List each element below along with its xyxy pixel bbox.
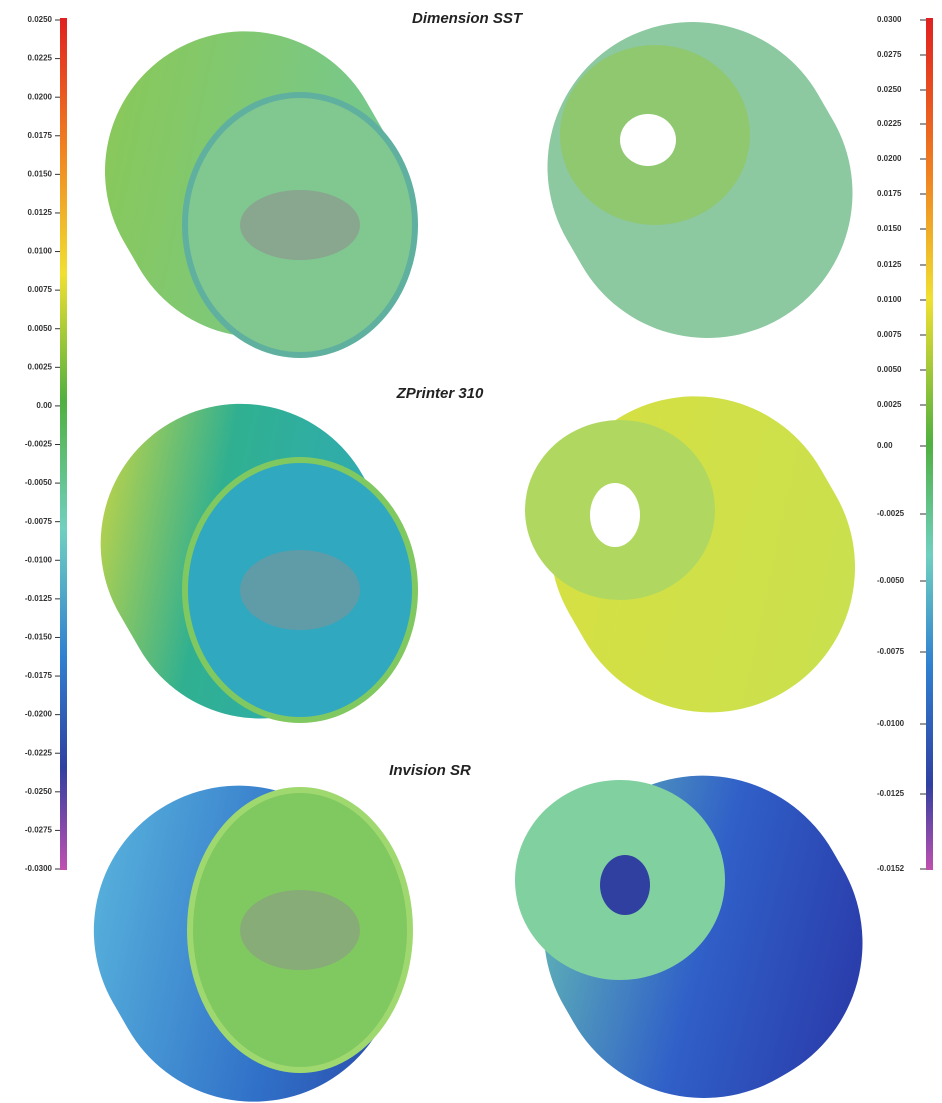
scale-label: -0.0125 xyxy=(877,789,905,798)
scale-label: -0.0250 xyxy=(25,787,53,796)
scan-image xyxy=(489,721,917,1103)
scale-label: -0.0225 xyxy=(25,748,53,757)
scale-label: -0.0200 xyxy=(25,710,53,719)
scale-label: -0.0152 xyxy=(877,864,905,873)
scan-image xyxy=(54,0,451,389)
scale-label: 0.0100 xyxy=(877,295,902,304)
scale-label: 0.0250 xyxy=(28,15,53,24)
scale-label: 0.0225 xyxy=(28,54,53,63)
scale-label: 0.0175 xyxy=(28,131,53,140)
scale-label: -0.0125 xyxy=(25,594,53,603)
scale-label: 0.0075 xyxy=(28,285,53,294)
section-title: Invision SR xyxy=(389,762,471,779)
scale-label: 0.0125 xyxy=(877,260,902,269)
scale-label: -0.0300 xyxy=(25,864,53,873)
scale-label: -0.0175 xyxy=(25,671,53,680)
scale-label: 0.0125 xyxy=(28,208,53,217)
scan-image xyxy=(494,0,905,391)
left-color-bar xyxy=(60,18,67,870)
section-title: ZPrinter 310 xyxy=(396,385,484,402)
section-title: Dimension SST xyxy=(412,10,524,27)
scale-label: 0.0175 xyxy=(877,189,902,198)
scan-image xyxy=(49,353,451,770)
scale-label: 0.0250 xyxy=(877,85,902,94)
scale-label: 0.0050 xyxy=(877,365,902,374)
scale-label: -0.0275 xyxy=(25,826,53,835)
scale-label: 0.00 xyxy=(36,401,52,410)
scale-label: -0.0025 xyxy=(25,440,53,449)
scale-label: 0.00 xyxy=(877,441,893,450)
scale-label: 0.0300 xyxy=(877,15,902,24)
scale-label: 0.0225 xyxy=(877,119,902,128)
scale-label: 0.0150 xyxy=(28,169,53,178)
scale-label: 0.0275 xyxy=(877,50,902,59)
scale-label: 0.0050 xyxy=(28,324,53,333)
scale-label: -0.0050 xyxy=(877,576,905,585)
scan-image xyxy=(41,733,452,1103)
scale-label: -0.0050 xyxy=(25,478,53,487)
scale-label: -0.0100 xyxy=(25,555,53,564)
figure: Dimension SST ZPrinter 310 Invision SR 0… xyxy=(0,0,942,1103)
scale-label: 0.0100 xyxy=(28,247,53,256)
scale-label: 0.0150 xyxy=(877,224,902,233)
scale-label: 0.0025 xyxy=(28,362,53,371)
scale-label: -0.0150 xyxy=(25,633,53,642)
scale-label: 0.0200 xyxy=(877,154,902,163)
figure-canvas: Dimension SST ZPrinter 310 Invision SR 0… xyxy=(0,0,942,1103)
scale-label: 0.0025 xyxy=(877,400,902,409)
scale-label: 0.0075 xyxy=(877,330,902,339)
scale-label: -0.0075 xyxy=(877,647,905,656)
scan-image xyxy=(497,343,908,765)
scale-label: 0.0200 xyxy=(28,92,53,101)
scale-label: -0.0100 xyxy=(877,719,905,728)
scale-label: -0.0075 xyxy=(25,517,53,526)
right-color-bar xyxy=(926,18,933,870)
scale-label: -0.0025 xyxy=(877,509,905,518)
